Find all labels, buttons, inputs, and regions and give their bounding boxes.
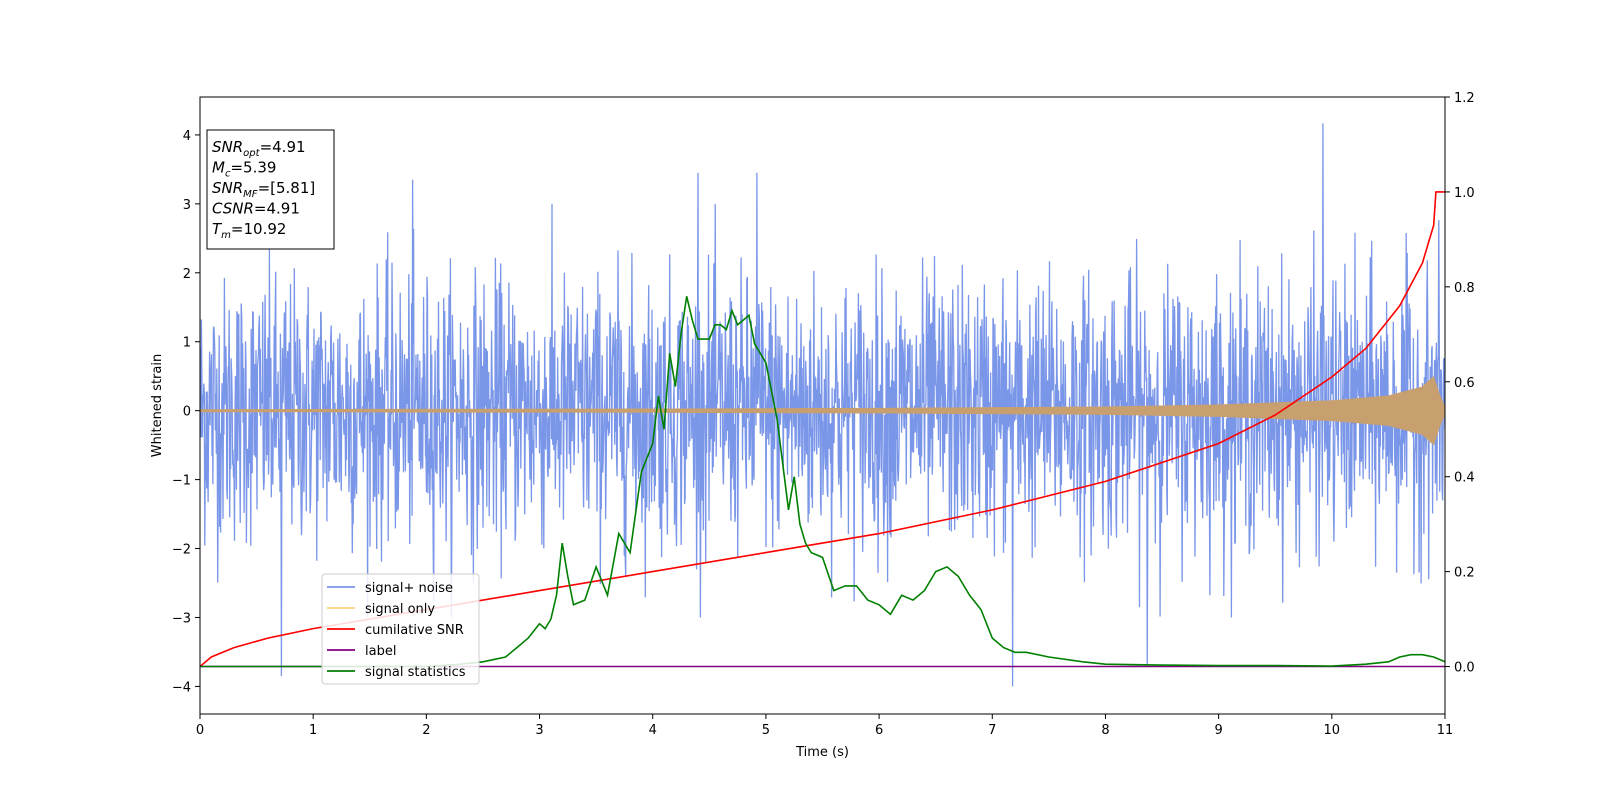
x-axis-label: Time (s) <box>795 745 849 760</box>
signal-noise-line <box>200 123 1445 687</box>
right-y-tick-label: 0.8 <box>1454 281 1475 296</box>
left-y-tick-label: 0 <box>183 405 191 420</box>
legend-label: cumilative SNR <box>365 623 464 638</box>
x-tick-label: 6 <box>875 723 883 738</box>
stat-line: Tm=10.92 <box>212 220 286 241</box>
left-y-tick-label: 2 <box>183 267 191 282</box>
x-tick-label: 0 <box>196 723 204 738</box>
legend-label: label <box>365 644 396 659</box>
left-y-tick-label: −3 <box>172 611 191 626</box>
x-axis-ticks: 0 1 2 3 4 5 6 7 8 9 10 11 <box>196 714 1453 738</box>
right-y-tick-label: 0.6 <box>1454 376 1475 391</box>
y-axis-label: Whitened strain <box>150 354 165 457</box>
stat-line: Mc=5.39 <box>212 159 276 180</box>
x-tick-label: 2 <box>422 723 430 738</box>
left-y-tick-label: 3 <box>183 198 191 213</box>
right-y-tick-label: 1.0 <box>1454 186 1475 201</box>
x-tick-label: 10 <box>1324 723 1341 738</box>
cumilative-snr-line <box>200 191 1445 668</box>
stat-line: SNRopt=4.91 <box>212 138 306 159</box>
signal-only-series <box>200 376 1445 445</box>
stat-line: SNRMF=[5.81] <box>212 179 315 200</box>
left-y-tick-label: −1 <box>172 474 191 489</box>
noise-series <box>200 123 1445 687</box>
signal-only-line <box>200 376 1445 445</box>
x-tick-label: 4 <box>649 723 657 738</box>
x-tick-label: 7 <box>988 723 996 738</box>
right-y-tick-label: 0.0 <box>1454 661 1475 676</box>
right-y-tick-label: 0.4 <box>1454 471 1475 486</box>
legend-label: signal+ noise <box>365 581 453 596</box>
x-tick-label: 1 <box>309 723 317 738</box>
right-y-axis-ticks: 0.0 0.2 0.4 0.6 0.8 1.0 1.2 <box>1445 91 1475 676</box>
legend-label: signal only <box>365 602 435 617</box>
left-y-tick-label: 4 <box>183 129 191 144</box>
x-tick-label: 9 <box>1214 723 1222 738</box>
left-y-tick-label: −4 <box>172 680 191 695</box>
stat-line: CSNR=4.91 <box>212 200 300 218</box>
x-tick-label: 8 <box>1101 723 1109 738</box>
legend-label: signal statistics <box>365 665 466 680</box>
x-tick-label: 3 <box>535 723 543 738</box>
left-y-tick-label: 1 <box>183 336 191 351</box>
right-y-tick-label: 0.2 <box>1454 566 1475 581</box>
x-tick-label: 5 <box>762 723 770 738</box>
right-y-tick-label: 1.2 <box>1454 91 1475 106</box>
left-y-tick-label: −2 <box>172 543 191 558</box>
plot-frame <box>199 96 1446 715</box>
left-y-axis-ticks: −4 −3 −2 −1 0 1 2 3 4 <box>172 129 200 695</box>
x-tick-label: 11 <box>1437 723 1454 738</box>
legend: signal+ noise signal only cumilative SNR la… <box>321 573 480 685</box>
signal-statistics-line <box>200 296 1445 668</box>
